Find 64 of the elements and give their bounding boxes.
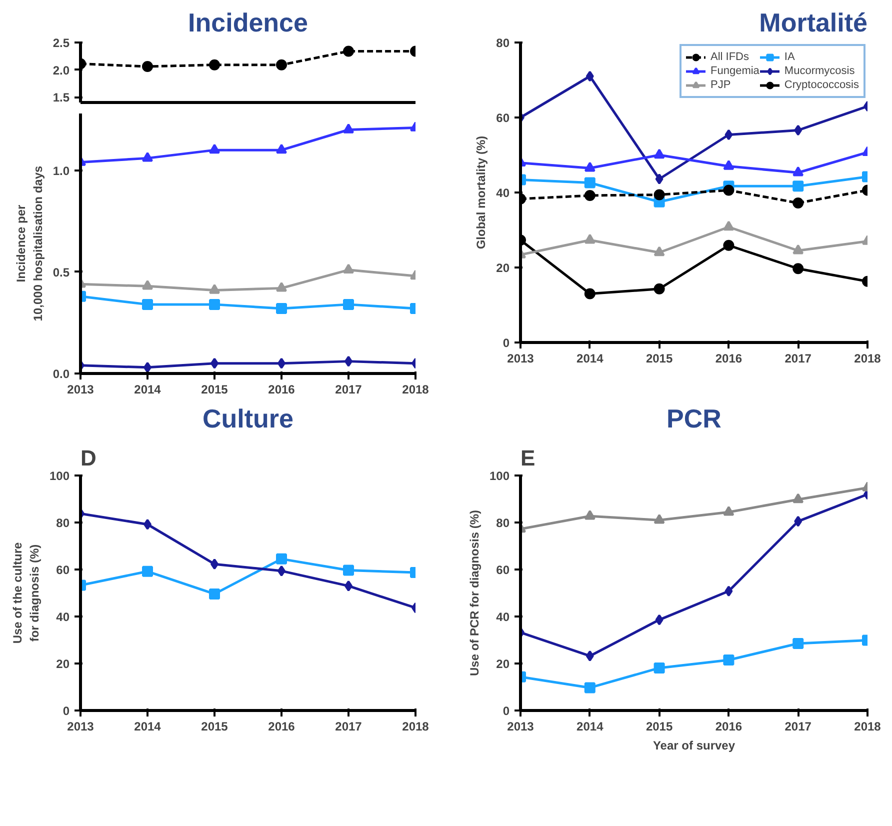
x-tick-label: 2013 (67, 720, 94, 734)
x-tick-label: 2015 (201, 382, 228, 396)
text: E (520, 446, 536, 470)
y-tick-label: 20 (56, 657, 70, 671)
chart-title: Mortalité (759, 8, 868, 38)
y-tick-label: 80 (56, 516, 70, 530)
chart-title: PCR (666, 404, 722, 434)
y-tick-label: 20 (496, 657, 510, 671)
legend-label: PJP (710, 78, 731, 92)
x-tick-label: 2015 (646, 352, 673, 366)
legend-label: IA (784, 50, 796, 64)
y-tick-label: 40 (496, 610, 510, 624)
y-tick-label: 0 (502, 336, 510, 350)
y-tick-label: 0 (62, 704, 70, 718)
y-tick-label: 80 (496, 36, 510, 50)
y-tick-label: 1.5 (52, 90, 70, 105)
y-tick-label: 100 (489, 469, 510, 483)
y-tick-label: 40 (56, 610, 70, 624)
x-tick-label: 2013 (507, 720, 534, 734)
x-axis-title: Year of survey (652, 738, 736, 752)
legend-label: All IFDs (710, 50, 749, 64)
x-tick-label: 2017 (784, 352, 812, 366)
y-tick-label: 60 (496, 111, 510, 125)
chart-title: Incidence (188, 8, 308, 38)
x-tick-label: 2017 (335, 720, 362, 734)
y-axis-title: Incidence per 10,000 hospitalisation days (14, 165, 45, 322)
legend-label: Mucormycosis (784, 64, 855, 78)
x-tick-label: 2017 (335, 382, 362, 396)
y-tick-label: 80 (496, 516, 510, 530)
text: D (80, 446, 96, 470)
y-axis-title: Use of the culture for diagnosis (%) (10, 542, 42, 644)
x-tick-label: 2016 (715, 720, 742, 734)
y-tick-label: 100 (49, 469, 70, 483)
x-tick-label: 2017 (784, 720, 812, 734)
x-tick-label: 2014 (134, 720, 162, 734)
x-tick-label: 2013 (507, 352, 534, 366)
x-tick-label: 2015 (646, 720, 673, 734)
x-tick-label: 2018 (854, 720, 882, 734)
x-tick-label: 2016 (268, 382, 296, 396)
y-tick-label: 40 (496, 186, 510, 200)
chart-title: Culture (202, 404, 294, 434)
x-tick-label: 2016 (268, 720, 296, 734)
y-tick-label: 0.5 (52, 265, 70, 280)
x-tick-label: 2018 (854, 352, 882, 366)
x-tick-label: 2015 (201, 720, 228, 734)
y-tick-label: 1.0 (52, 164, 70, 178)
x-tick-label: 2016 (715, 352, 742, 366)
x-tick-label: 2014 (576, 720, 604, 734)
legend-label: Fungemia (710, 64, 760, 78)
x-tick-label: 2014 (576, 352, 604, 366)
x-tick-label: 2018 (402, 382, 430, 396)
x-tick-label: 2013 (67, 382, 94, 396)
y-tick-label: 2.5 (52, 36, 70, 50)
y-tick-label: 0 (502, 704, 510, 718)
y-axis-title: Use of PCR for diagnosis (%) (467, 510, 482, 676)
y-tick-label: 20 (496, 261, 510, 275)
y-tick-label: 2.0 (52, 63, 70, 78)
legend-label: Cryptococcosis (784, 78, 859, 92)
y-tick-label: 60 (496, 563, 510, 577)
y-tick-label: 0.0 (52, 367, 70, 381)
x-tick-label: 2018 (402, 720, 430, 734)
y-axis-title: Global mortality (%) (474, 136, 488, 250)
y-tick-label: 60 (56, 563, 70, 577)
x-tick-label: 2014 (134, 382, 162, 396)
